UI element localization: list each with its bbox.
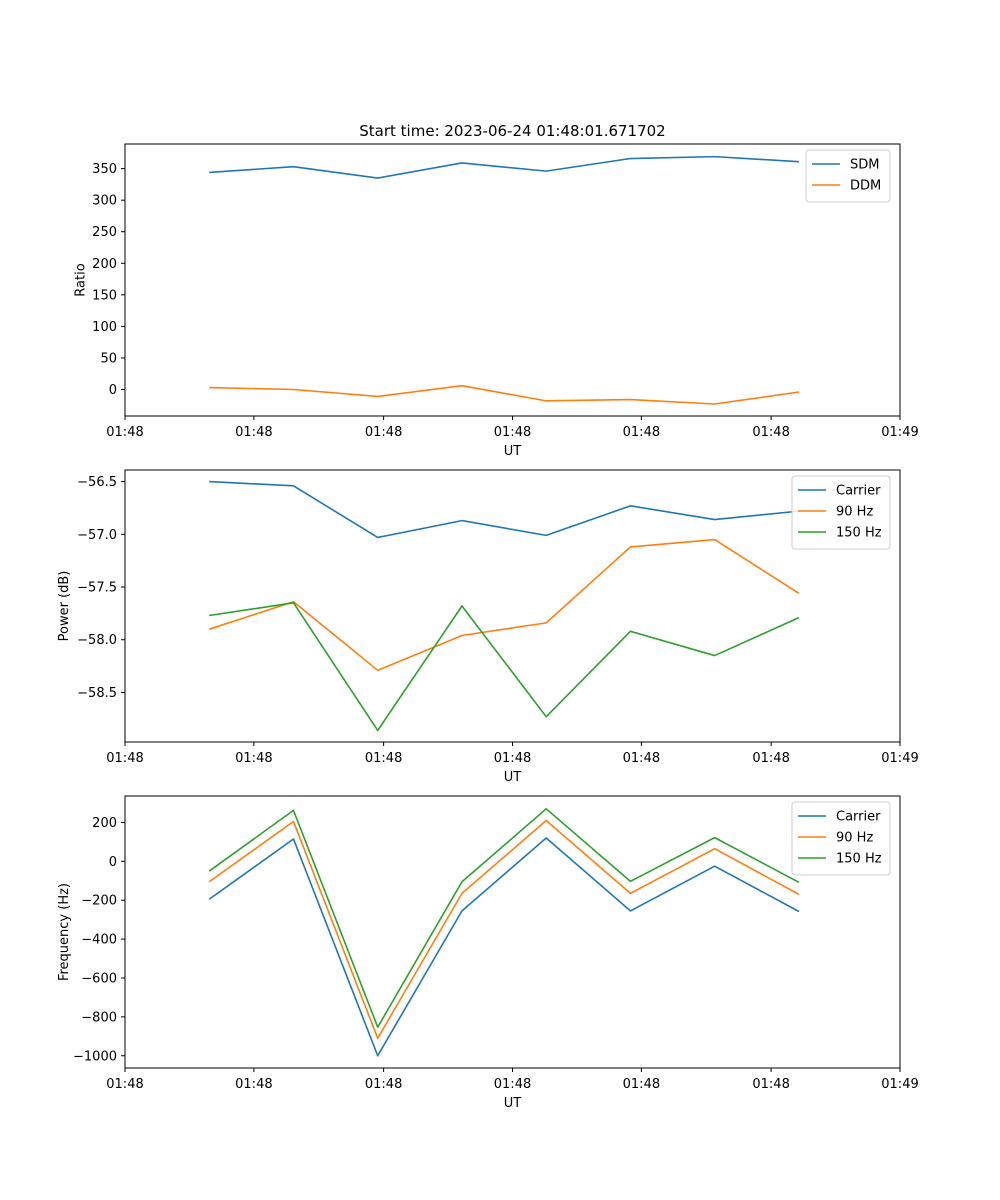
legend: SDM DDM <box>805 149 891 203</box>
x-axis-label: UT <box>504 444 522 459</box>
y-tick-label: 250 <box>92 225 117 240</box>
y-tick-label: −58.0 <box>77 633 117 648</box>
y-tick-label: 150 <box>92 288 117 303</box>
y-tick-label: −56.5 <box>77 475 117 490</box>
x-tick-label: 01:48 <box>752 1077 789 1092</box>
y-tick-label: 50 <box>100 351 117 366</box>
series-line-150-hz <box>208 808 800 1028</box>
x-tick-label: 01:48 <box>235 1077 272 1092</box>
x-axis-label: UT <box>504 1096 522 1111</box>
x-tick-label: 01:48 <box>365 1077 402 1092</box>
legend-label: Carrier <box>836 484 881 499</box>
series-line-ddm <box>209 384 800 405</box>
series-group <box>208 480 800 732</box>
legend-label: Carrier <box>836 810 881 825</box>
series-line-sdm <box>209 155 799 179</box>
legend-label: 90 Hz <box>836 505 873 520</box>
x-tick-label: 01:48 <box>106 1077 143 1092</box>
x-axis-label: UT <box>504 770 522 785</box>
series-group <box>209 155 800 405</box>
y-axis-label: Frequency (Hz) <box>57 883 72 981</box>
y-tick-label: −200 <box>81 894 117 909</box>
legend-box <box>791 475 891 550</box>
chart-panel-2: 01:48 01:48 01:48 01:48 01:48 01:48 01:49 UT −58… <box>57 469 919 785</box>
y-tick-label: 0 <box>109 855 117 870</box>
legend-label: 90 Hz <box>836 831 873 846</box>
x-tick-label: 01:48 <box>365 751 402 766</box>
panels: 01:48 01:48 01:48 01:48 01:48 01:48 01:49 UT 0 50… <box>57 143 919 1111</box>
y-tick-label: 300 <box>92 194 117 209</box>
x-tick-label: 01:48 <box>494 425 531 440</box>
x-tick-label: 01:48 <box>106 425 143 440</box>
x-tick-label: 01:48 <box>623 1077 660 1092</box>
x-tick-label: 01:48 <box>365 425 402 440</box>
series-line-carrier <box>208 837 800 1057</box>
figure-title: Start time: 2023-06-24 01:48:01.671702 <box>359 122 665 140</box>
x-tick-label: 01:48 <box>494 1077 531 1092</box>
y-tick-label: −800 <box>81 1010 117 1025</box>
y-tick-label: 350 <box>92 162 117 177</box>
legend-label: 150 Hz <box>836 526 882 541</box>
x-tick-label: 01:48 <box>235 425 272 440</box>
legend: Carrier 90 Hz 150 Hz <box>791 801 891 876</box>
y-tick-label: −57.5 <box>77 581 117 596</box>
y-tick-label: −57.0 <box>77 528 117 543</box>
x-tick-label: 01:48 <box>494 751 531 766</box>
legend: Carrier 90 Hz 150 Hz <box>791 475 891 550</box>
series-line-90-hz <box>208 538 800 672</box>
y-tick-label: −1000 <box>73 1049 117 1064</box>
series-line-150-hz <box>209 602 800 732</box>
x-tick-label: 01:48 <box>752 751 789 766</box>
y-tick-label: 200 <box>92 257 117 272</box>
series-group <box>208 808 800 1057</box>
x-tick-label: 01:48 <box>623 751 660 766</box>
x-tick-label: 01:49 <box>881 1077 918 1092</box>
y-axis-label: Power (dB) <box>57 571 72 642</box>
chart-panel-3: 01:48 01:48 01:48 01:48 01:48 01:48 01:49 UT −10… <box>57 795 919 1111</box>
legend-box <box>791 801 891 876</box>
y-axis-label: Ratio <box>73 263 88 296</box>
y-tick-label: −58.5 <box>77 686 117 701</box>
y-tick-label: 100 <box>92 320 117 335</box>
x-tick-label: 01:49 <box>881 751 918 766</box>
legend-label: 150 Hz <box>836 852 882 867</box>
legend-box <box>805 149 891 203</box>
series-line-carrier <box>209 480 799 539</box>
chart-panel-1: 01:48 01:48 01:48 01:48 01:48 01:48 01:49 UT 0 50… <box>73 143 919 459</box>
legend-label: DDM <box>850 179 881 194</box>
x-tick-label: 01:48 <box>106 751 143 766</box>
y-tick-label: 200 <box>92 816 117 831</box>
x-tick-label: 01:49 <box>881 425 918 440</box>
y-tick-label: −600 <box>81 971 117 986</box>
series-line-90-hz <box>208 819 800 1040</box>
x-tick-label: 01:48 <box>235 751 272 766</box>
x-tick-label: 01:48 <box>623 425 660 440</box>
y-tick-label: 0 <box>109 383 117 398</box>
legend-label: SDM <box>850 158 879 173</box>
y-tick-label: −400 <box>81 933 117 948</box>
x-tick-label: 01:48 <box>752 425 789 440</box>
